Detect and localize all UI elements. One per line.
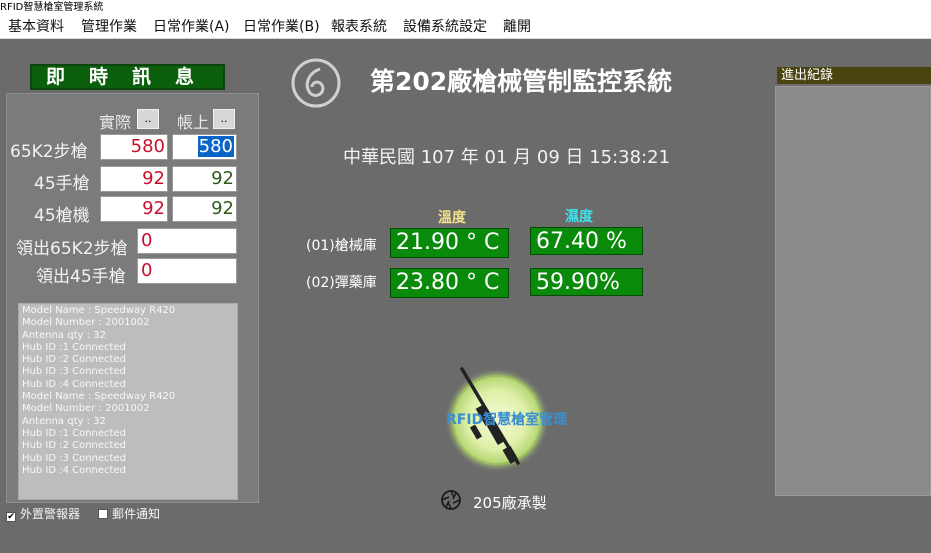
menu-daily-b[interactable]: 日常作業(B) [243, 19, 320, 35]
access-log-list[interactable] [775, 86, 931, 496]
out-65k2-rifle[interactable]: 0 [137, 228, 237, 254]
log-line: Hub ID :1 Connected [22, 427, 126, 439]
location-ammo-depot: (02)彈藥庫 [306, 275, 377, 291]
email-notify-label: 郵件通知 [112, 507, 161, 521]
email-notify-checkbox[interactable]: 郵件通知 [98, 507, 160, 521]
menu-management[interactable]: 管理作業 [81, 19, 137, 35]
row-label-65k2-rifle: 65K2步槍 [10, 142, 88, 162]
log-line: Antenna qty : 32 [22, 415, 106, 427]
current-datetime: 中華民國 107 年 01 月 09 日 15:38:21 [343, 147, 671, 168]
book-45-pistol[interactable]: 92 [172, 166, 237, 192]
rfid-logo-text: RFID智慧槍室管理 [446, 412, 568, 428]
book-45-bolt[interactable]: 92 [172, 196, 237, 222]
log-line: Hub ID :3 Connected [22, 366, 126, 378]
log-line: Model Number : 2001002 [22, 403, 150, 415]
row-label-45-pistol: 45手槍 [34, 174, 90, 194]
book-65k2-rifle-value: 580 [197, 136, 234, 157]
actual-45-bolt[interactable]: 92 [100, 196, 168, 222]
page-title: 第202廠槍械管制監控系統 [370, 67, 673, 96]
out-45-pistol[interactable]: 0 [137, 258, 237, 284]
checkbox-unchecked-icon [98, 509, 108, 519]
row-label-out-45: 領出45手槍 [36, 267, 126, 287]
row-label-45-bolt: 45槍機 [34, 206, 90, 226]
log-line: Hub ID :2 Connected [22, 440, 126, 452]
humidity-header: 濕度 [565, 209, 593, 225]
window-title: RFID智慧槍室管理系統 [0, 0, 931, 15]
menu-bar: 基本資料 管理作業 日常作業(A) 日常作業(B) 報表系統 設備系統設定 離開 [0, 15, 931, 39]
log-line: Model Name : Speedway R420 [22, 305, 176, 316]
book-column-label: 帳上 [177, 113, 210, 132]
access-log-title: 進出紀錄 [777, 67, 931, 84]
ammo-depot-humidity: 59.90% [530, 268, 643, 296]
external-alarm-checkbox[interactable]: ✔ 外置警報器 [6, 507, 81, 522]
rfid-rifle-emblem-icon [444, 367, 550, 473]
log-line: Hub ID :4 Connected [22, 378, 126, 390]
log-line: Hub ID :3 Connected [22, 452, 126, 464]
armory-temperature: 21.90 ° C [390, 228, 509, 258]
armory-humidity: 67.40 % [530, 227, 643, 255]
realtime-info-title: 即時訊息 [30, 64, 225, 90]
log-line: Hub ID :1 Connected [22, 341, 126, 353]
manufacturer-footer: 205廠承製 [473, 494, 547, 512]
log-line: Model Number : 2001002 [22, 317, 150, 329]
menu-daily-a[interactable]: 日常作業(A) [153, 19, 230, 35]
log-line: Hub ID :4 Connected [22, 464, 126, 476]
ammo-depot-temperature: 23.80 ° C [390, 268, 509, 298]
menu-reports[interactable]: 報表系統 [331, 19, 387, 35]
menu-exit[interactable]: 離開 [503, 19, 531, 35]
menu-device-settings[interactable]: 設備系統設定 [403, 19, 487, 35]
shutter-logo-icon [441, 490, 461, 510]
log-line: Model Name : Speedway R420 [22, 391, 176, 403]
actual-65k2-rifle[interactable]: 580 [100, 134, 168, 160]
row-label-out-65k2: 領出65K2步槍 [16, 239, 128, 259]
book-65k2-rifle[interactable]: 580 [172, 134, 237, 160]
log-line: Hub ID :2 Connected [22, 354, 126, 366]
actual-column-label: 實際 [99, 113, 132, 132]
log-line: Antenna qty : 32 [22, 329, 106, 341]
location-armory: (01)槍械庫 [306, 238, 377, 254]
menu-basic-data[interactable]: 基本資料 [8, 19, 64, 35]
book-detail-button[interactable]: .. [213, 109, 235, 129]
actual-detail-button[interactable]: .. [137, 109, 159, 129]
actual-45-pistol[interactable]: 92 [100, 166, 168, 192]
reader-status-log[interactable]: Model Name : Speedway R420 Model Number … [18, 303, 238, 500]
temperature-header: 溫度 [438, 210, 466, 226]
checkbox-checked-icon: ✔ [6, 512, 16, 522]
system-logo-icon [291, 58, 341, 108]
external-alarm-label: 外置警報器 [20, 507, 81, 521]
